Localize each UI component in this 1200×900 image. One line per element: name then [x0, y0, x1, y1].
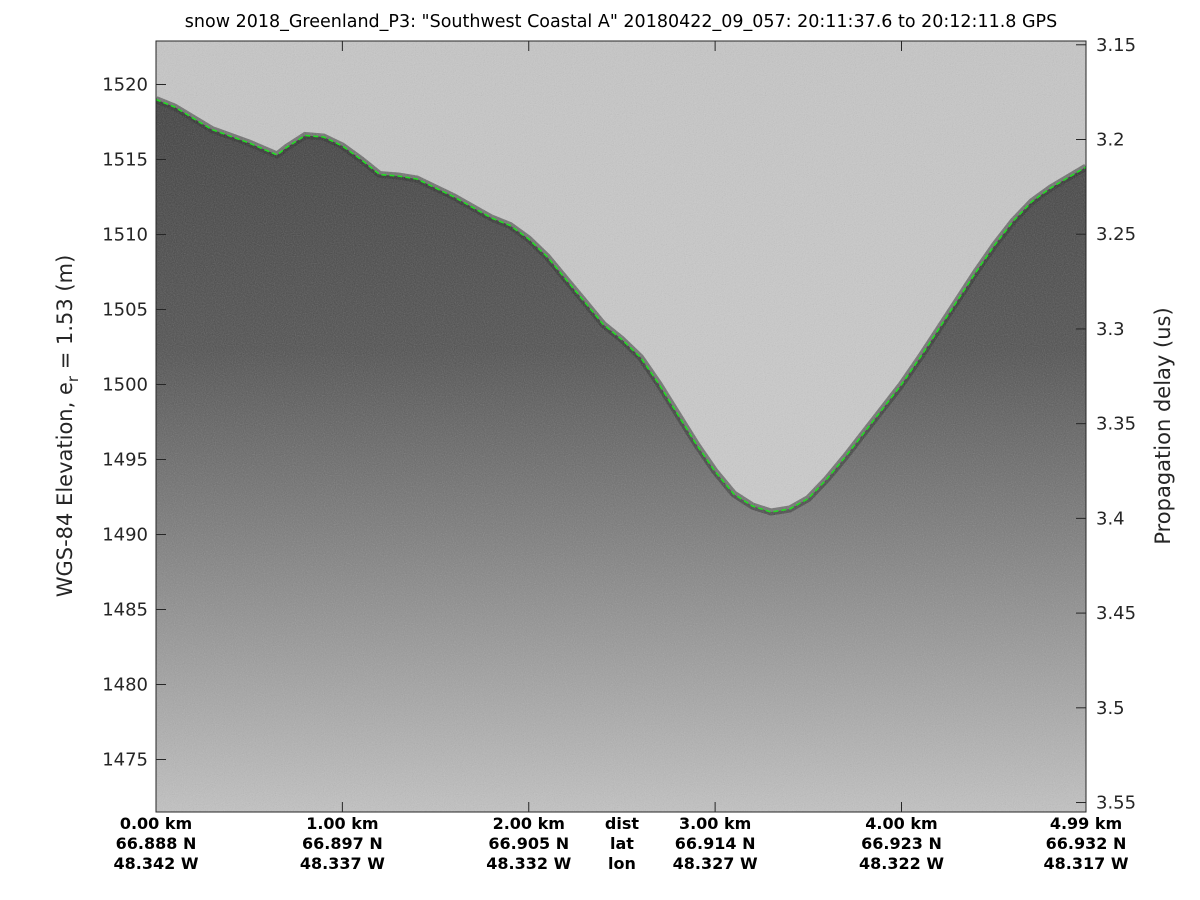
right-tick-label: 3.4: [1096, 508, 1125, 529]
left-tick-label: 1475: [102, 750, 148, 771]
left-axis-title-main: WGS-84 Elevation, e: [53, 382, 77, 597]
left-tick-label: 1500: [102, 375, 148, 396]
lat-label: 66.923 N: [861, 834, 942, 853]
right-tick-label: 3.25: [1096, 224, 1136, 245]
left-axis: 1520 1515 1510 1505 1500 1495 1490 1485 1480 1475: [102, 75, 166, 771]
lat-label: 66.888 N: [116, 834, 197, 853]
lon-label: 48.337 W: [300, 854, 385, 873]
dist-label: 4.00 km: [865, 814, 937, 833]
lat-label: 66.905 N: [488, 834, 569, 853]
left-tick-label: 1485: [102, 600, 148, 621]
lat-label: 66.914 N: [675, 834, 756, 853]
left-axis-title: WGS-84 Elevation, er = 1.53 (m): [53, 255, 82, 598]
lon-label: 48.327 W: [673, 854, 758, 873]
right-axis-title: Propagation delay (us): [1151, 307, 1175, 544]
right-tick-label: 3.2: [1096, 130, 1125, 151]
lon-label: 48.322 W: [859, 854, 944, 873]
right-tick-label: 3.55: [1096, 793, 1136, 814]
right-tick-label: 3.45: [1096, 603, 1136, 624]
right-tick-label: 3.15: [1096, 35, 1136, 56]
lat-label: 66.932 N: [1046, 834, 1127, 853]
dist-label: 1.00 km: [306, 814, 378, 833]
row-name-lat: lat: [610, 834, 634, 853]
right-axis: 3.15 3.2 3.25 3.3 3.35 3.4 3.45 3.5 3.55: [1076, 35, 1136, 814]
row-name-lon: lon: [608, 854, 636, 873]
surface-trace-line: [156, 98, 1086, 513]
plot-frame: [155, 40, 1087, 813]
left-tick-label: 1480: [102, 675, 148, 696]
echogram-plot-area: [156, 41, 1086, 812]
dist-label: 0.00 km: [120, 814, 192, 833]
lon-label: 48.332 W: [486, 854, 571, 873]
row-name-dist: dist: [605, 814, 639, 833]
left-axis-title-subscript: r: [64, 375, 82, 382]
dist-label: 2.00 km: [493, 814, 565, 833]
right-tick-label: 3.35: [1096, 414, 1136, 435]
left-tick-label: 1510: [102, 225, 148, 246]
dist-label: 3.00 km: [679, 814, 751, 833]
right-tick-label: 3.5: [1096, 698, 1125, 719]
left-axis-title-suffix: = 1.53 (m): [53, 255, 77, 376]
left-tick-label: 1515: [102, 150, 148, 171]
dist-label: 4.99 km: [1050, 814, 1122, 833]
left-tick-label: 1495: [102, 450, 148, 471]
speckle-noise: [156, 41, 1086, 812]
lat-label: 66.897 N: [302, 834, 383, 853]
right-tick-label: 3.3: [1096, 319, 1125, 340]
lon-label: 48.342 W: [114, 854, 199, 873]
chart-title: snow 2018_Greenland_P3: "Southwest Coast…: [185, 12, 1057, 32]
left-tick-label: 1505: [102, 300, 148, 321]
left-tick-label: 1490: [102, 525, 148, 546]
left-tick-label: 1520: [102, 75, 148, 96]
lon-label: 48.317 W: [1044, 854, 1129, 873]
